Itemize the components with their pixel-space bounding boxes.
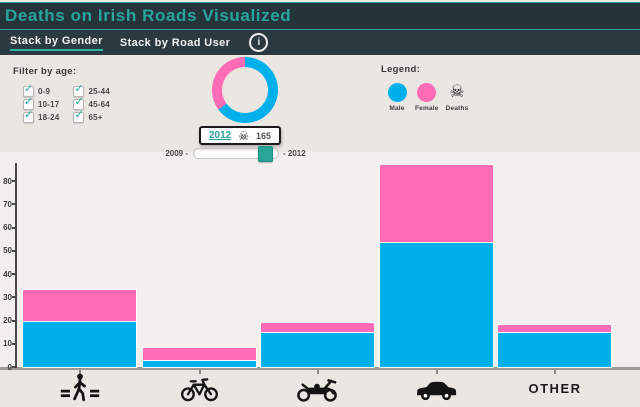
check-icon: ✓ bbox=[74, 81, 84, 95]
age-option-label: 0-9 bbox=[38, 86, 51, 96]
year-slider-track[interactable] bbox=[193, 148, 279, 159]
y-tick-label: 80 bbox=[3, 176, 12, 186]
age-option-label: 18-24 bbox=[38, 112, 60, 122]
y-tick-label: 40 bbox=[3, 269, 12, 279]
deaths-count: 165 bbox=[256, 130, 272, 141]
age-filter-row: ✓ 65+ bbox=[73, 107, 109, 123]
x-tick-mark bbox=[553, 369, 556, 374]
age-checkbox-18-24[interactable]: ✓ bbox=[23, 107, 34, 123]
bar-female-bicycle[interactable] bbox=[143, 348, 256, 361]
age-checkbox-25-44[interactable]: ✓ bbox=[73, 81, 85, 97]
bar-male-motorcycle[interactable] bbox=[261, 332, 374, 367]
y-tick-label: 70 bbox=[3, 199, 12, 209]
title-bar: Deaths on Irish Roads Visualized bbox=[0, 2, 640, 30]
x-tick-mark bbox=[316, 369, 319, 374]
age-filter-row: ✓ 0-9 bbox=[23, 81, 59, 97]
check-icon: ✓ bbox=[24, 94, 34, 108]
legend-item-label: Deaths bbox=[445, 105, 469, 112]
year-slider-handle[interactable] bbox=[258, 146, 273, 162]
check-icon: ✓ bbox=[74, 94, 84, 108]
y-tick-mark bbox=[12, 226, 17, 229]
info-icon[interactable]: i bbox=[249, 33, 269, 52]
bar-male-bicycle[interactable] bbox=[143, 360, 256, 367]
donut-hole bbox=[222, 67, 268, 113]
y-tick-mark bbox=[12, 319, 17, 322]
y-tick-mark bbox=[12, 366, 17, 368]
age-checkbox-65-[interactable]: ✓ bbox=[73, 107, 85, 123]
y-tick-mark bbox=[12, 249, 17, 252]
filter-column: ✓ 0-9 ✓ 10-17 ✓ 18-24 bbox=[23, 81, 60, 123]
age-checkbox-0-9[interactable]: ✓ bbox=[23, 81, 34, 97]
age-filter-row: ✓ 25-44 bbox=[73, 81, 110, 97]
female-swatch bbox=[417, 83, 437, 102]
age-option-label: 25-44 bbox=[88, 86, 110, 96]
car-icon bbox=[416, 381, 457, 401]
bar-female-car[interactable] bbox=[380, 164, 493, 242]
x-axis bbox=[0, 367, 640, 370]
page-title: Deaths on Irish Roads Visualized bbox=[5, 6, 292, 25]
age-filter-row: ✓ 18-24 bbox=[23, 107, 60, 123]
y-tick-label: 60 bbox=[3, 223, 12, 233]
slider-max-label: - 2012 bbox=[283, 149, 306, 158]
tab-stack-by-gender[interactable]: Stack by Gender bbox=[10, 35, 103, 51]
legend-item-label: Male bbox=[389, 105, 405, 112]
male-swatch bbox=[387, 83, 407, 102]
y-tick-label: 0 bbox=[7, 362, 12, 372]
y-tick-mark bbox=[12, 296, 17, 299]
y-tick-label: 30 bbox=[3, 292, 12, 302]
bar-female-pedestrian[interactable] bbox=[23, 290, 136, 321]
bar-female-motorcycle[interactable] bbox=[261, 322, 374, 333]
filter-column: ✓ 25-44 ✓ 45-64 ✓ 65+ bbox=[73, 81, 110, 123]
age-checkbox-45-64[interactable]: ✓ bbox=[73, 94, 85, 110]
bar-male-car[interactable] bbox=[380, 241, 493, 367]
pedestrian-icon bbox=[60, 373, 100, 402]
tab-stack-by-road-user[interactable]: Stack by Road User bbox=[119, 36, 231, 49]
legend-item-deaths: ☠ Deaths bbox=[445, 82, 469, 113]
y-tick-label: 10 bbox=[3, 339, 12, 349]
x-tick-mark bbox=[435, 369, 438, 374]
y-tick-mark bbox=[12, 273, 17, 276]
legend-item-female: Female bbox=[415, 83, 439, 112]
age-option-label: 45-64 bbox=[88, 99, 110, 109]
year-tooltip: 2012 ☠ 165 bbox=[199, 126, 282, 145]
y-axis bbox=[15, 163, 17, 368]
motorcycle-icon bbox=[297, 379, 337, 402]
skull-icon: ☠ bbox=[449, 82, 465, 102]
gender-donut-chart[interactable] bbox=[212, 57, 278, 123]
filter-by-age-title: Filter by age: bbox=[13, 66, 77, 77]
y-tick-mark bbox=[12, 180, 17, 183]
legend-item-label: Female bbox=[415, 105, 439, 112]
legend-title: Legend: bbox=[381, 64, 421, 75]
bar-male-other[interactable] bbox=[498, 332, 611, 367]
x-tick-mark bbox=[198, 369, 201, 374]
legend: Male Female ☠ Deaths bbox=[386, 83, 468, 112]
check-icon: ✓ bbox=[24, 107, 34, 121]
nav-bar: Stack by Gender Stack by Road User i bbox=[0, 30, 640, 55]
age-checkbox-10-17[interactable]: ✓ bbox=[23, 94, 34, 110]
age-filter-row: ✓ 45-64 bbox=[73, 94, 110, 110]
age-filter-group: ✓ 0-9 ✓ 10-17 ✓ 18-24 ✓ 25-44 ✓ 45-64 ✓ 65+ bbox=[23, 81, 110, 123]
y-tick-mark bbox=[12, 203, 17, 206]
check-icon: ✓ bbox=[24, 81, 34, 95]
age-option-label: 10-17 bbox=[38, 99, 60, 109]
other-category-label: OTHER bbox=[528, 381, 582, 396]
year-link[interactable]: 2012 bbox=[209, 130, 232, 141]
y-tick-mark bbox=[12, 342, 17, 345]
legend-item-male: Male bbox=[386, 83, 408, 112]
bar-male-pedestrian[interactable] bbox=[23, 320, 136, 367]
bicycle-icon bbox=[181, 378, 218, 402]
y-tick-label: 50 bbox=[3, 246, 12, 256]
x-tick-mark bbox=[78, 369, 81, 374]
slider-min-label: 2009 - bbox=[165, 149, 188, 158]
check-icon: ✓ bbox=[74, 107, 84, 121]
bar-female-other[interactable] bbox=[498, 325, 611, 333]
age-option-label: 65+ bbox=[88, 112, 103, 122]
skull-icon: ☠ bbox=[238, 128, 250, 143]
y-tick-label: 20 bbox=[3, 316, 12, 326]
age-filter-row: ✓ 10-17 bbox=[23, 94, 60, 110]
